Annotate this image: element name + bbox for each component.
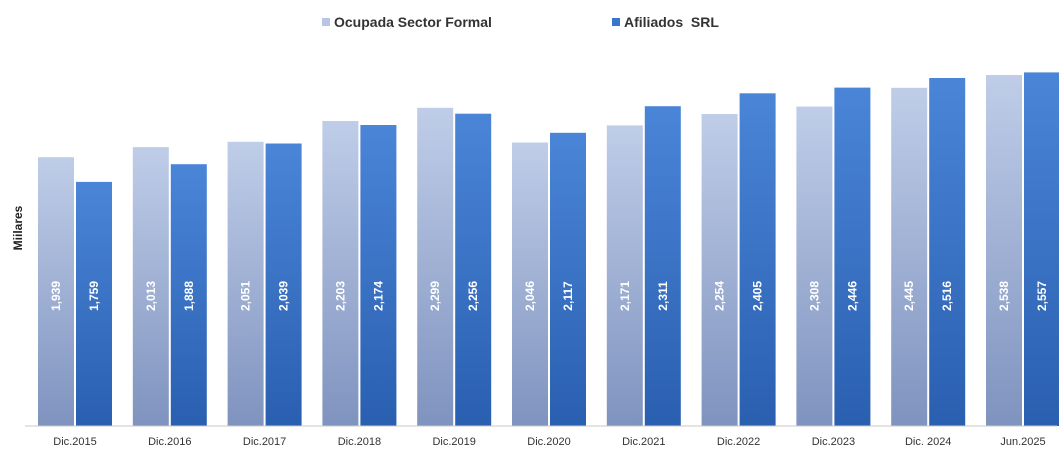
data-label-ocupada-8: 2,308 bbox=[807, 281, 821, 311]
data-label-ocupada-3: 2,203 bbox=[333, 281, 347, 311]
data-label-afiliados-3: 2,174 bbox=[371, 281, 385, 311]
bar-afiliados-3 bbox=[360, 125, 397, 426]
data-label-afiliados-6: 2,311 bbox=[656, 281, 670, 311]
data-label-afiliados-1: 1,888 bbox=[182, 281, 196, 311]
data-label-ocupada-9: 2,445 bbox=[902, 281, 916, 311]
bar-afiliados-8 bbox=[834, 87, 871, 426]
x-axis-ticks: Dic.2015 Dic.2016 Dic.2017 Dic.2018 Dic.2019… bbox=[53, 436, 1045, 448]
bar-afiliados-9 bbox=[929, 78, 966, 426]
legend-swatch-afiliados bbox=[612, 18, 620, 26]
bar-afiliados-7 bbox=[739, 93, 776, 427]
data-label-ocupada-2: 2,051 bbox=[239, 281, 253, 311]
data-label-ocupada-6: 2,171 bbox=[618, 281, 632, 311]
bar-afiliados-0 bbox=[76, 181, 112, 426]
data-label-ocupada-1: 2,013 bbox=[144, 281, 158, 311]
bar-afiliados-5 bbox=[550, 132, 586, 427]
bar-ocupada-9 bbox=[891, 87, 928, 427]
bar-ocupada-8 bbox=[796, 106, 833, 426]
bar-ocupada-7 bbox=[701, 114, 738, 426]
bar-afiliados-6 bbox=[644, 106, 681, 426]
data-label-ocupada-10: 2,538 bbox=[997, 281, 1011, 311]
x-tick-label-0: Dic.2015 bbox=[53, 436, 96, 448]
bar-afiliados-10 bbox=[1024, 72, 1059, 427]
bar-afiliados-4 bbox=[455, 113, 492, 426]
bar-ocupada-0 bbox=[38, 157, 74, 426]
data-label-afiliados-2: 2,039 bbox=[277, 281, 291, 311]
bar-ocupada-10 bbox=[986, 75, 1022, 426]
legend-swatch-ocupada bbox=[322, 18, 330, 26]
data-label-afiliados-4: 2,256 bbox=[466, 281, 480, 311]
legend-label-ocupada: Ocupada Sector Formal bbox=[334, 14, 492, 30]
x-tick-label-9: Dic. 2024 bbox=[905, 436, 951, 448]
x-tick-label-8: Dic.2023 bbox=[812, 436, 855, 448]
bar-ocupada-1 bbox=[132, 147, 169, 426]
bars-layer bbox=[38, 72, 1059, 427]
x-tick-label-10: Jun.2025 bbox=[1000, 436, 1045, 448]
x-tick-label-3: Dic.2018 bbox=[338, 436, 381, 448]
data-label-ocupada-5: 2,046 bbox=[523, 281, 537, 311]
bar-ocupada-6 bbox=[606, 125, 643, 427]
data-label-afiliados-8: 2,446 bbox=[845, 281, 859, 311]
bar-ocupada-4 bbox=[417, 107, 454, 427]
legend-label-afiliados: Afiliados SRL bbox=[624, 14, 719, 30]
legend: Ocupada Sector Formal Afiliados SRL bbox=[322, 14, 719, 30]
x-tick-label-2: Dic.2017 bbox=[243, 436, 286, 448]
bar-ocupada-2 bbox=[227, 141, 264, 427]
data-label-afiliados-10: 2,557 bbox=[1035, 281, 1049, 311]
data-label-ocupada-0: 1,939 bbox=[49, 281, 63, 311]
x-tick-label-6: Dic.2021 bbox=[622, 436, 665, 448]
data-label-afiliados-0: 1,759 bbox=[87, 281, 101, 311]
y-axis-label: Miilares bbox=[11, 205, 25, 250]
data-label-ocupada-7: 2,254 bbox=[713, 281, 727, 311]
bar-afiliados-2 bbox=[265, 143, 302, 426]
bar-ocupada-5 bbox=[512, 142, 548, 426]
data-label-ocupada-4: 2,299 bbox=[428, 281, 442, 311]
data-labels-layer: 1,939 1,759 2,013 1,888 2,051 2,039 2,203 2,174… bbox=[49, 281, 1049, 311]
x-tick-label-4: Dic.2019 bbox=[432, 436, 475, 448]
x-tick-label-7: Dic.2022 bbox=[717, 436, 760, 448]
bar-ocupada-3 bbox=[322, 121, 359, 426]
bar-afiliados-1 bbox=[170, 164, 207, 426]
data-label-afiliados-7: 2,405 bbox=[751, 281, 765, 311]
data-label-afiliados-5: 2,117 bbox=[561, 281, 575, 311]
x-tick-label-5: Dic.2020 bbox=[527, 436, 570, 448]
data-label-afiliados-9: 2,516 bbox=[940, 281, 954, 311]
x-tick-label-1: Dic.2016 bbox=[148, 436, 191, 448]
